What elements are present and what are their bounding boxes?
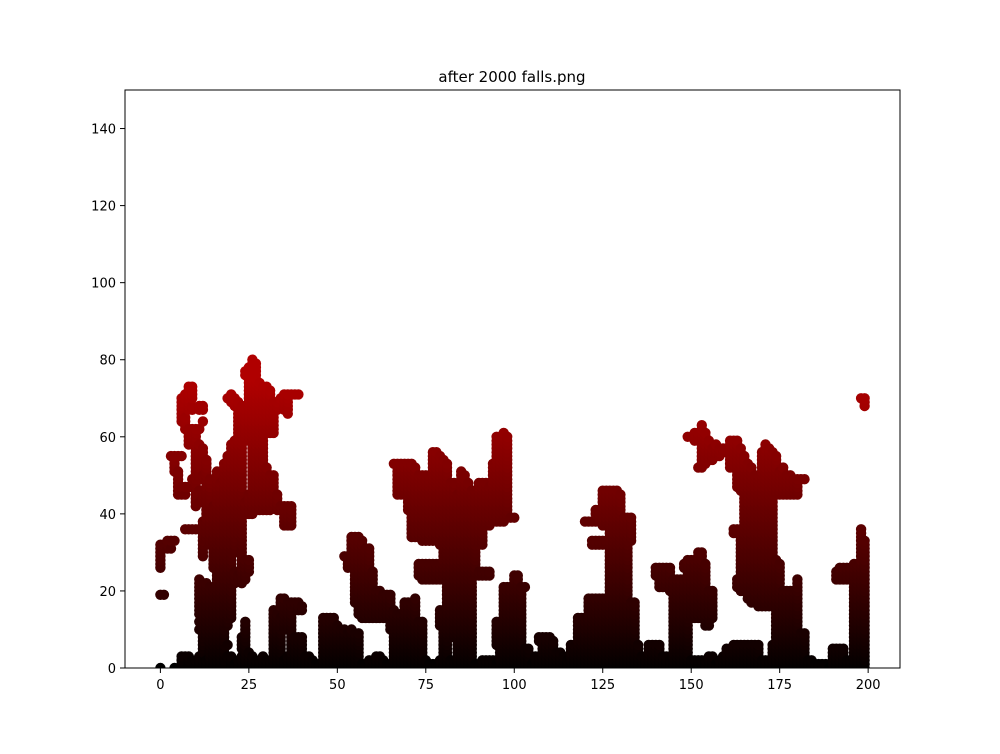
data-point: [367, 566, 378, 577]
data-point: [264, 385, 276, 396]
y-tick-label: 80: [99, 354, 116, 369]
x-tick-label: 0: [156, 678, 164, 693]
x-tick-label: 75: [418, 678, 435, 693]
data-point: [296, 632, 308, 643]
data-point: [859, 393, 870, 404]
y-axis: 0 20 40 60 80 100 120 140: [91, 123, 125, 677]
data-point: [519, 581, 531, 593]
data-point: [197, 400, 209, 412]
y-tick-label: 20: [99, 585, 116, 600]
data-point: [385, 589, 396, 600]
data-point: [293, 389, 304, 400]
data-point: [523, 643, 534, 654]
data-point: [502, 431, 513, 442]
data-point: [700, 427, 711, 439]
data-point: [855, 524, 867, 535]
data-point: [799, 474, 810, 485]
x-axis: 0 25 50 75 100 125 150 175 200: [156, 668, 881, 693]
y-tick-label: 100: [91, 277, 116, 292]
data-point: [615, 489, 626, 500]
data-point: [296, 601, 308, 612]
data-point: [250, 358, 262, 369]
data-point: [201, 454, 212, 466]
data-point: [770, 450, 782, 462]
data-point: [512, 570, 523, 581]
data-point: [197, 443, 209, 454]
plot-frame: [124, 89, 901, 669]
data-point: [187, 381, 198, 392]
x-tick-label: 175: [767, 678, 792, 693]
x-tick-label: 150: [679, 678, 704, 693]
x-tick-label: 125: [590, 678, 615, 693]
data-point: [222, 639, 233, 651]
data-point: [774, 558, 785, 570]
y-tick-label: 140: [91, 123, 116, 138]
data-point: [664, 562, 676, 573]
data-point: [629, 597, 640, 608]
data-point: [417, 616, 428, 627]
chart-title: after 2000 falls.png: [438, 68, 585, 86]
data-point: [859, 535, 870, 546]
x-tick-label: 25: [241, 678, 258, 693]
data-point: [197, 416, 209, 427]
data-point: [286, 501, 297, 512]
y-tick-label: 40: [99, 508, 116, 523]
x-tick-label: 50: [329, 678, 346, 693]
data-point: [625, 512, 637, 523]
data-point: [176, 450, 187, 462]
axes: 0 25 50 75 100 125 150 175 200 0 20 40 60 80 100 120 14…: [91, 89, 901, 693]
data-point: [700, 558, 711, 570]
data-point: [364, 543, 375, 554]
y-tick-label: 120: [91, 200, 116, 215]
y-tick-label: 0: [108, 662, 116, 677]
data-point: [172, 466, 184, 477]
data-point: [268, 470, 279, 481]
x-tick-label: 100: [502, 678, 527, 693]
data-point: [441, 458, 453, 469]
data-point: [353, 628, 364, 639]
data-point: [243, 554, 255, 566]
data-point: [169, 535, 180, 546]
data-point: [484, 566, 495, 577]
data-point: [272, 489, 283, 500]
data-point: [799, 628, 810, 639]
data-point: [509, 512, 520, 523]
data-point: [410, 593, 421, 604]
data-point: [696, 547, 707, 558]
x-tick-label: 200: [856, 678, 881, 693]
data-point: [548, 635, 559, 647]
data-point: [240, 616, 251, 627]
data-point: [155, 662, 166, 668]
data-point: [753, 639, 764, 651]
data-point: [707, 585, 718, 597]
data-point: [158, 589, 170, 600]
data-points: [155, 354, 870, 668]
data-point: [654, 639, 665, 651]
y-tick-label: 60: [99, 431, 116, 446]
data-point: [792, 574, 803, 585]
data-point: [632, 639, 644, 651]
data-point: [838, 643, 849, 654]
